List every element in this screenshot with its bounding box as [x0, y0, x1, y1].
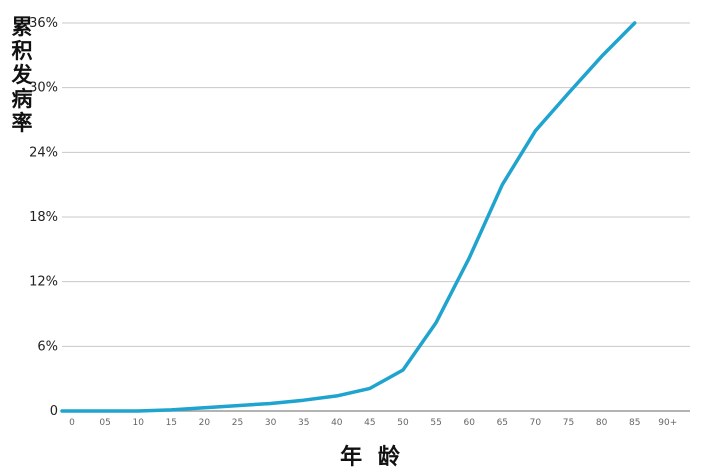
x-tick-label: 10 [132, 418, 144, 428]
y-tick-label: 12% [29, 275, 58, 290]
y-axis-label-char: 积 [12, 39, 33, 63]
x-tick-label: 50 [397, 418, 409, 428]
x-tick-label: 0 [69, 418, 75, 428]
y-tick-label: 30% [29, 81, 58, 96]
y-axis-label-char: 发 [11, 63, 34, 87]
y-axis-ticks: 0 6% 12% 18% 24% 30% 36% [29, 16, 58, 419]
series-line [60, 21, 637, 413]
x-axis-ticks: 0 05 10 15 20 25 30 35 40 45 50 55 60 65 70 75 80 85 90+ [69, 418, 677, 428]
x-tick-label: 85 [629, 418, 640, 428]
y-tick-label: 0 [50, 404, 58, 419]
series [60, 21, 637, 413]
x-tick-label: 25 [232, 418, 243, 428]
y-axis-label-char: 病 [12, 87, 33, 111]
y-axis-label-char: 率 [12, 111, 33, 135]
x-tick-label: 20 [199, 418, 211, 428]
gridlines [62, 22, 690, 412]
x-tick-label: 45 [364, 418, 375, 428]
x-axis-label: 年 龄 [340, 444, 404, 470]
y-axis-label-char: 累 [12, 15, 33, 39]
x-tick-label: 75 [563, 418, 574, 428]
x-tick-label: 15 [166, 418, 177, 428]
y-tick-label: 6% [37, 339, 58, 354]
x-tick-label: 55 [430, 418, 441, 428]
x-tick-label: 65 [497, 418, 508, 428]
x-tick-label: 35 [298, 418, 309, 428]
x-tick-label: 80 [596, 418, 608, 428]
x-tick-label: 05 [99, 418, 110, 428]
y-tick-label: 24% [29, 145, 58, 160]
y-tick-label: 36% [29, 16, 58, 31]
x-tick-label: 40 [331, 418, 343, 428]
x-tick-label: 60 [463, 418, 475, 428]
y-tick-label: 18% [29, 210, 58, 225]
x-tick-label: 70 [530, 418, 542, 428]
x-tick-label: 90+ [658, 418, 677, 428]
x-tick-label: 30 [265, 418, 277, 428]
